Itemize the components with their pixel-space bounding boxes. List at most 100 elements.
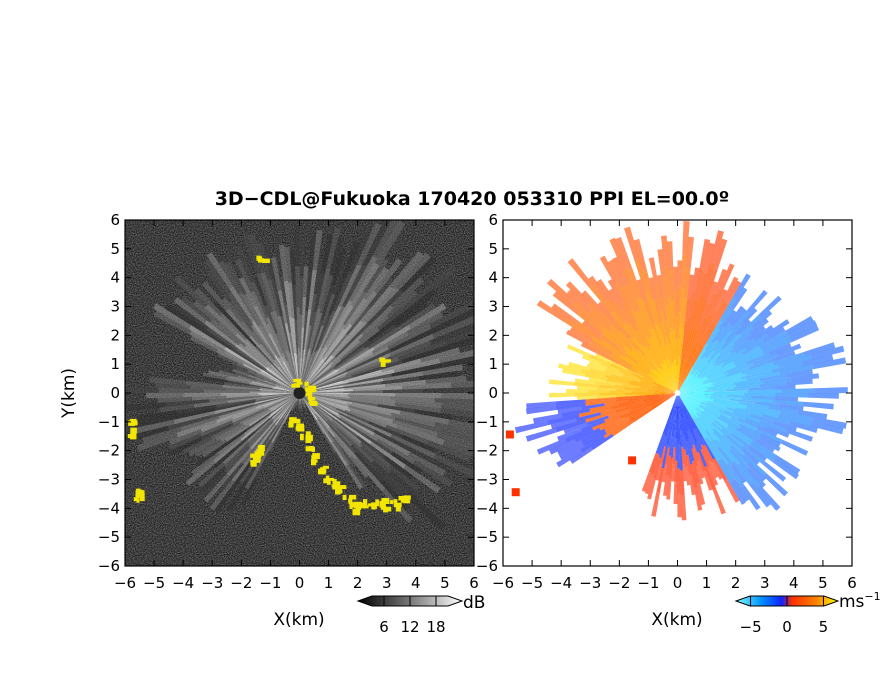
reflectivity-ray-segment bbox=[245, 412, 272, 431]
velocity-ray-segment bbox=[679, 394, 704, 412]
velocity-y-tick-label: −6 bbox=[476, 557, 498, 575]
velocity-ray-segment bbox=[683, 435, 689, 456]
reflectivity-ray-segment bbox=[303, 393, 350, 395]
velocity-ray-segment bbox=[592, 416, 621, 431]
velocity-ray-segment bbox=[713, 352, 732, 367]
reflectivity-ray-segment bbox=[254, 393, 296, 405]
reflectivity-ray-segment bbox=[238, 343, 269, 368]
velocity-ray-segment bbox=[673, 482, 678, 504]
velocity-ray-segment bbox=[696, 272, 708, 303]
velocity-ray-segment bbox=[722, 310, 737, 328]
velocity-ray-segment bbox=[754, 438, 775, 453]
velocity-ray-segment bbox=[662, 370, 676, 391]
reflectivity-overlay-patch bbox=[294, 383, 300, 388]
velocity-ray-segment bbox=[750, 395, 775, 400]
reflectivity-y-tick-label: −1 bbox=[98, 413, 120, 431]
velocity-ray-segment bbox=[810, 345, 845, 360]
velocity-ray-segment bbox=[657, 386, 675, 393]
velocity-ray-segment bbox=[758, 331, 787, 350]
reflectivity-ray-segment bbox=[312, 415, 325, 435]
velocity-ray-segment bbox=[577, 395, 597, 400]
velocity-ray-segment bbox=[629, 382, 653, 389]
velocity-ray-segment bbox=[695, 408, 712, 423]
velocity-y-tick-label: −5 bbox=[476, 528, 498, 546]
velocity-ray-segment bbox=[624, 283, 641, 312]
reflectivity-ray-segment bbox=[202, 281, 229, 312]
reflectivity-ray-segment bbox=[173, 411, 215, 425]
reflectivity-ray-segment bbox=[345, 357, 389, 377]
velocity-ray-segment bbox=[759, 373, 787, 382]
velocity-ray-segment bbox=[741, 444, 765, 465]
velocity-ray-segment bbox=[677, 395, 680, 421]
velocity-ray-segment bbox=[680, 378, 708, 392]
reflectivity-ray-segment bbox=[255, 345, 277, 369]
velocity-ray-segment bbox=[624, 405, 651, 419]
reflectivity-ray-segment bbox=[241, 384, 260, 389]
velocity-ray-segment bbox=[625, 399, 651, 408]
reflectivity-ray-segment bbox=[338, 412, 375, 433]
velocity-ray-segment bbox=[669, 333, 675, 362]
velocity-ray-segment bbox=[647, 394, 675, 407]
velocity-ray-segment bbox=[678, 359, 689, 391]
reflectivity-ray-segment bbox=[279, 276, 288, 305]
reflectivity-ray-segment bbox=[338, 264, 362, 308]
reflectivity-ray-segment bbox=[195, 445, 223, 467]
reflectivity-ray-segment bbox=[278, 396, 297, 419]
reflectivity-ray-segment bbox=[349, 291, 378, 326]
velocity-ray-segment bbox=[664, 429, 670, 447]
velocity-colorbar-tick-label: 5 bbox=[819, 618, 829, 636]
velocity-patch bbox=[511, 488, 520, 497]
velocity-ray-segment bbox=[707, 466, 719, 486]
velocity-ray-segment bbox=[622, 383, 641, 388]
reflectivity-overlay-patch bbox=[300, 433, 304, 441]
reflectivity-ray-segment bbox=[294, 405, 296, 409]
reflectivity-ray-segment bbox=[219, 313, 248, 341]
chart-title: 3D−CDL@Fukuoka 170420 053310 PPI EL=00.0… bbox=[214, 188, 730, 210]
velocity-ray-segment bbox=[719, 413, 741, 426]
reflectivity-ray-segment bbox=[272, 387, 296, 393]
reflectivity-overlay-patch bbox=[380, 360, 386, 367]
velocity-ray-segment bbox=[699, 352, 721, 373]
velocity-ray-segment bbox=[703, 393, 728, 397]
velocity-ray-segment bbox=[712, 373, 746, 385]
velocity-ray-segment bbox=[585, 397, 616, 403]
velocity-ray-segment bbox=[679, 395, 693, 418]
velocity-ray-segment bbox=[599, 392, 625, 396]
reflectivity-ray-segment bbox=[320, 234, 334, 274]
reflectivity-ray-segment bbox=[329, 236, 345, 276]
reflectivity-ray-segment bbox=[301, 396, 318, 420]
reflectivity-ray-segment bbox=[361, 432, 393, 455]
reflectivity-ray-segment bbox=[395, 399, 442, 409]
velocity-ray-segment bbox=[623, 346, 651, 370]
reflectivity-ray-segment bbox=[224, 346, 261, 371]
velocity-ray-segment bbox=[588, 275, 610, 302]
reflectivity-overlay-patch bbox=[293, 378, 302, 383]
velocity-ray-segment bbox=[703, 470, 713, 491]
reflectivity-overlay-patch bbox=[262, 258, 270, 263]
reflectivity-ray-segment bbox=[340, 448, 357, 468]
velocity-ray-segment bbox=[672, 395, 677, 413]
velocity-ray-segment bbox=[752, 325, 774, 341]
reflectivity-ray-segment bbox=[297, 400, 299, 405]
reflectivity-ray-segment bbox=[303, 394, 351, 412]
velocity-ray-segment bbox=[756, 425, 778, 437]
velocity-ray-segment bbox=[708, 460, 719, 479]
reflectivity-ray-segment bbox=[395, 403, 442, 414]
reflectivity-ray-segment bbox=[159, 403, 195, 413]
velocity-ray-segment bbox=[635, 393, 656, 396]
velocity-ray-segment bbox=[749, 442, 776, 463]
reflectivity-ray-segment bbox=[175, 407, 216, 420]
velocity-ray-segment bbox=[657, 249, 666, 278]
velocity-ray-segment bbox=[574, 378, 596, 385]
reflectivity-ray-segment bbox=[300, 400, 302, 403]
velocity-ray-segment bbox=[627, 368, 644, 378]
reflectivity-ray-segment bbox=[387, 324, 432, 350]
reflectivity-overlay-patch bbox=[293, 418, 301, 424]
velocity-ray-segment bbox=[751, 353, 778, 366]
reflectivity-ray-segment bbox=[304, 325, 312, 358]
velocity-ray-segment bbox=[741, 448, 760, 465]
velocity-ray-segment bbox=[577, 311, 604, 334]
reflectivity-overlay-patch bbox=[257, 450, 265, 456]
velocity-ray-segment bbox=[562, 368, 586, 377]
